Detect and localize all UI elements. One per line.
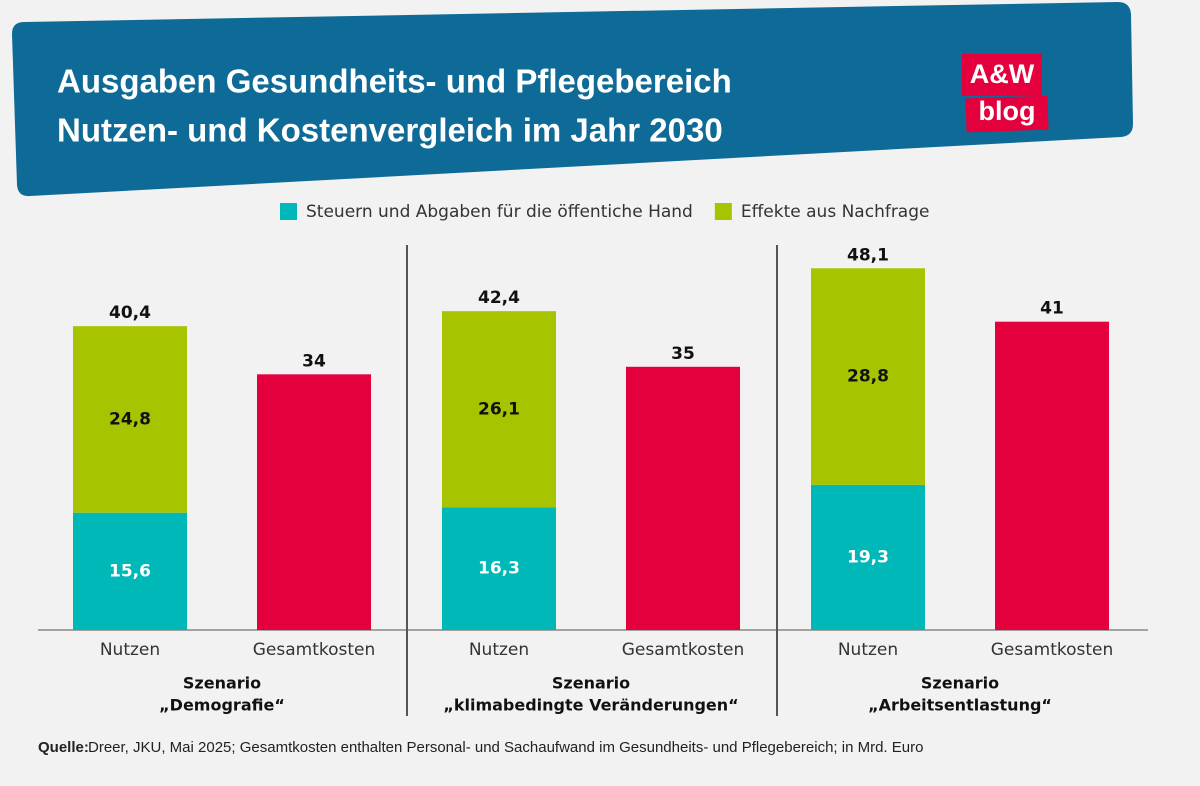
data-label: 15,6 (109, 561, 151, 581)
x-tick-label: Gesamtkosten (622, 640, 745, 660)
bar-segment (626, 366, 740, 630)
group-label: Szenario (921, 674, 999, 693)
data-label: 41 (1040, 299, 1064, 319)
header-banner (12, 2, 1133, 197)
data-label: 26,1 (478, 399, 520, 419)
logo-text: blog (979, 96, 1036, 126)
bar-segment (73, 512, 187, 630)
total-label: 48,1 (847, 245, 889, 265)
data-label: 35 (671, 344, 695, 364)
group-label: Szenario (183, 674, 261, 693)
logo-box (962, 54, 1042, 96)
group-label: „Arbeitsentlastung“ (868, 696, 1052, 715)
group-label: „klimabedingte Veränderungen“ (443, 696, 738, 715)
bar-segment (442, 507, 556, 630)
x-tick-label: Nutzen (838, 640, 898, 660)
data-label: 19,3 (847, 547, 889, 567)
chart-title: Ausgaben Gesundheits- und Pflegebereich (57, 63, 732, 100)
legend-label: Effekte aus Nachfrage (741, 202, 930, 222)
x-tick-label: Nutzen (469, 640, 529, 660)
group-label: „Demografie“ (159, 696, 285, 715)
x-tick-label: Nutzen (100, 640, 160, 660)
x-tick-label: Gesamtkosten (253, 640, 376, 660)
source: Dreer, JKU, Mai 2025; Gesamtkosten entha… (88, 739, 923, 756)
logo-text: A&W (970, 59, 1035, 89)
data-label: 16,3 (478, 559, 520, 579)
chart-subtitle: Nutzen- und Kostenvergleich im Jahr 2030 (57, 112, 723, 149)
bar-segment (811, 268, 925, 485)
legend-label: Steuern und Abgaben für die öffentiche H… (306, 202, 693, 222)
logo-box (965, 95, 1049, 133)
group-label: Szenario (552, 674, 630, 693)
bar-segment (257, 374, 371, 630)
legend-swatch (280, 203, 297, 220)
x-tick-label: Gesamtkosten (991, 640, 1114, 660)
source-label: Quelle: (38, 739, 89, 756)
total-label: 40,4 (109, 303, 151, 323)
bar-segment (995, 321, 1109, 630)
bar-segment (73, 326, 187, 513)
data-label: 28,8 (847, 367, 889, 387)
legend-swatch (714, 203, 732, 220)
total-label: 42,4 (478, 288, 520, 308)
bar-segment (442, 311, 556, 508)
data-label: 34 (302, 351, 326, 371)
bar-segment (811, 484, 925, 630)
data-label: 24,8 (109, 409, 151, 429)
